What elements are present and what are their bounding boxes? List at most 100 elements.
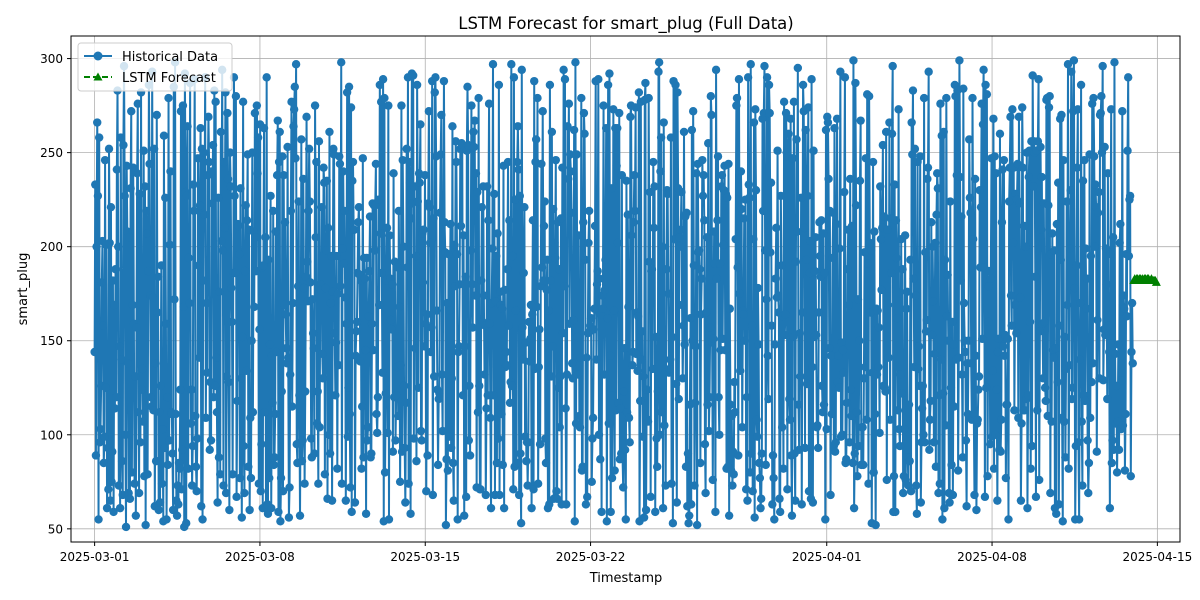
data-point: [473, 408, 483, 417]
data-point: [756, 503, 765, 513]
data-point: [834, 383, 844, 392]
data-point: [936, 355, 946, 364]
data-point: [168, 449, 177, 458]
data-point: [391, 436, 400, 445]
data-point: [922, 315, 931, 325]
data-point: [777, 423, 787, 432]
data-point: [583, 492, 592, 502]
data-point: [828, 208, 838, 218]
data-point: [966, 359, 976, 368]
data-point: [733, 263, 742, 272]
data-point: [701, 488, 710, 498]
data-point: [957, 212, 966, 221]
data-point: [469, 142, 479, 152]
data-point: [479, 291, 489, 300]
data-point: [177, 485, 186, 494]
data-point: [845, 174, 855, 184]
data-point: [272, 347, 281, 357]
data-point: [601, 123, 611, 133]
data-point: [350, 498, 360, 507]
data-point: [887, 268, 896, 278]
data-point: [915, 152, 925, 161]
data-point: [186, 419, 195, 428]
data-point: [238, 332, 247, 342]
data-point: [1008, 238, 1018, 248]
data-point: [572, 150, 581, 159]
data-point: [371, 159, 381, 169]
data-point: [443, 466, 453, 475]
data-point: [1059, 155, 1068, 165]
data-point: [945, 498, 954, 507]
data-point: [825, 344, 834, 353]
data-point: [305, 197, 315, 206]
data-point: [192, 487, 201, 496]
data-point: [157, 261, 166, 270]
data-point: [724, 159, 733, 169]
data-point: [779, 97, 789, 107]
data-point: [189, 206, 199, 216]
data-point: [306, 434, 316, 443]
data-point: [893, 406, 903, 415]
data-point: [187, 481, 197, 490]
data-point: [172, 511, 182, 520]
data-point: [725, 304, 734, 313]
data-point: [845, 438, 854, 447]
data-point: [856, 116, 865, 125]
data-point: [127, 468, 137, 477]
data-point: [853, 471, 862, 481]
data-point: [291, 154, 300, 163]
data-point: [843, 265, 852, 274]
data-point: [299, 283, 309, 293]
data-point: [769, 473, 778, 483]
data-point: [1128, 359, 1137, 368]
data-point: [489, 391, 498, 400]
data-point: [709, 334, 718, 344]
data-point: [791, 257, 801, 266]
data-point: [656, 133, 666, 142]
data-point: [1075, 355, 1084, 364]
data-point: [431, 73, 440, 82]
data-point: [832, 114, 842, 123]
data-point: [231, 268, 240, 278]
data-point: [1105, 503, 1115, 513]
data-point: [978, 334, 987, 344]
data-point: [652, 462, 662, 471]
data-point: [148, 293, 158, 302]
data-point: [100, 432, 109, 441]
data-point: [1008, 105, 1017, 114]
data-point: [306, 278, 315, 287]
data-point: [686, 313, 695, 323]
data-point: [1020, 406, 1030, 415]
data-point: [125, 494, 135, 503]
data-point: [398, 155, 407, 165]
data-point: [436, 150, 445, 159]
data-point: [663, 189, 672, 199]
data-point: [240, 488, 249, 498]
data-point: [984, 317, 993, 327]
data-point: [250, 108, 260, 118]
data-point: [196, 123, 205, 133]
data-point: [211, 97, 220, 107]
data-point: [1072, 163, 1082, 172]
data-point: [792, 135, 801, 144]
data-point: [742, 392, 752, 402]
data-point: [858, 423, 867, 432]
data-point: [1087, 377, 1096, 387]
data-point: [125, 233, 134, 242]
data-point: [953, 466, 963, 475]
data-point: [596, 455, 605, 464]
data-point: [631, 103, 640, 112]
data-point: [929, 438, 939, 447]
data-point: [551, 155, 560, 165]
data-point: [108, 447, 117, 456]
data-point: [141, 520, 150, 530]
data-point: [651, 507, 660, 517]
data-point: [1006, 291, 1016, 300]
data-point: [645, 257, 654, 266]
data-point: [116, 133, 125, 142]
data-point: [874, 362, 883, 372]
data-point: [713, 152, 723, 161]
data-point: [444, 432, 454, 441]
data-point: [526, 334, 535, 344]
data-point: [298, 436, 307, 445]
